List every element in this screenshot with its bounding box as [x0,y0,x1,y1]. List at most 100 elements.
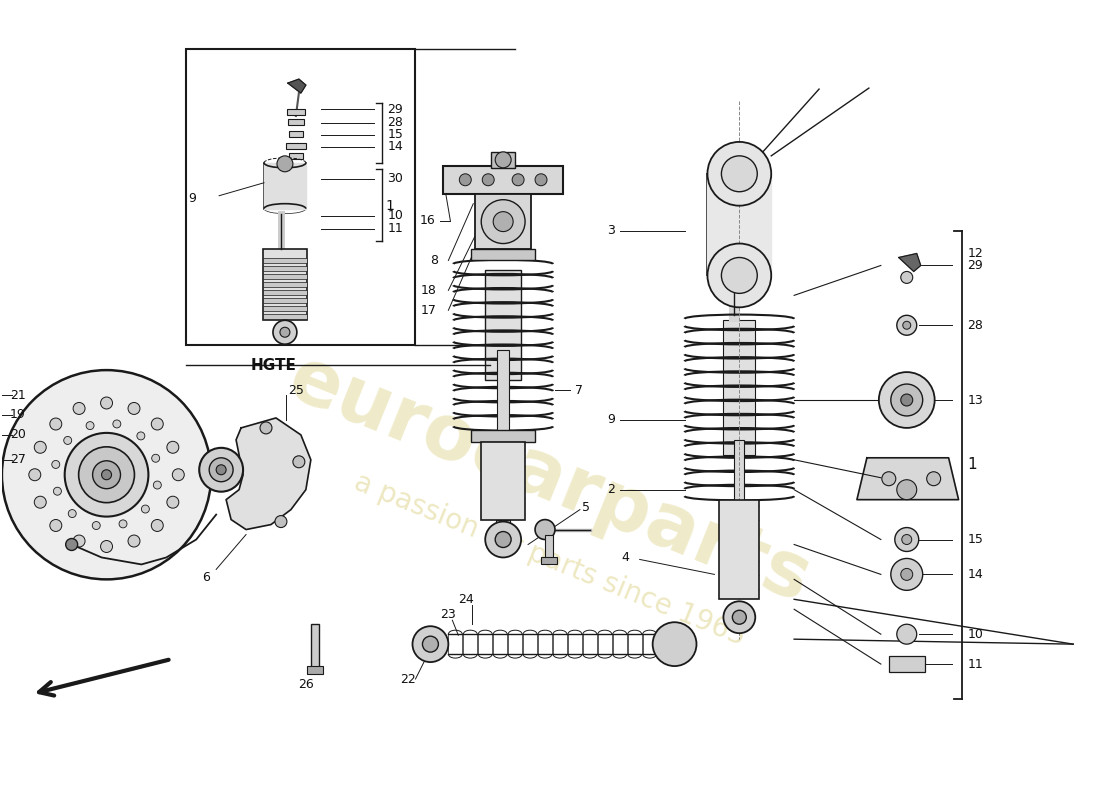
Circle shape [412,626,449,662]
Bar [597,634,612,654]
Bar [287,109,305,115]
Bar [553,634,566,654]
Circle shape [199,448,243,492]
Bar [286,143,306,149]
Polygon shape [288,79,306,93]
Circle shape [34,496,46,508]
Polygon shape [899,254,921,271]
Circle shape [217,465,227,474]
Circle shape [293,456,305,468]
Circle shape [279,327,290,338]
Circle shape [167,442,179,454]
Circle shape [52,461,59,469]
Bar [497,350,509,450]
Text: 9: 9 [607,414,615,426]
Bar [583,634,597,654]
Circle shape [722,156,757,192]
Circle shape [167,496,179,508]
Bar [463,634,477,654]
Text: 10: 10 [968,628,983,641]
Circle shape [495,152,512,168]
Text: 6: 6 [202,571,210,584]
Circle shape [113,420,121,428]
Circle shape [724,602,756,633]
Text: 15: 15 [387,129,404,142]
Circle shape [901,394,913,406]
Circle shape [903,322,911,330]
Circle shape [92,522,100,530]
Bar [263,258,307,263]
Circle shape [54,487,62,495]
Circle shape [173,469,185,481]
Circle shape [50,519,62,531]
Bar [493,634,507,654]
Circle shape [891,558,923,590]
Circle shape [29,469,41,481]
Text: 26: 26 [298,678,314,690]
Text: 16: 16 [419,214,436,227]
Text: 18: 18 [420,284,437,297]
Circle shape [513,174,524,186]
Circle shape [482,174,494,186]
Text: 9: 9 [188,192,196,206]
Polygon shape [857,458,958,500]
Bar [735,440,745,519]
Circle shape [100,397,112,409]
Circle shape [896,480,916,500]
Circle shape [460,174,471,186]
Text: 24: 24 [459,593,474,606]
Circle shape [493,212,513,231]
Circle shape [66,538,78,550]
Text: 23: 23 [440,608,456,621]
Text: 3: 3 [607,224,615,237]
Circle shape [926,472,940,486]
Text: 22: 22 [400,673,416,686]
Polygon shape [264,163,306,209]
Circle shape [64,437,72,445]
Bar [263,266,307,271]
Bar [443,166,563,194]
Bar [263,298,307,303]
Circle shape [896,624,916,644]
Bar [289,153,302,159]
Circle shape [2,370,211,579]
Bar [307,666,322,674]
Bar [496,519,510,539]
Circle shape [722,258,757,294]
Circle shape [535,519,556,539]
Circle shape [209,458,233,482]
Circle shape [86,422,95,430]
Bar [724,320,756,455]
Circle shape [152,454,160,462]
Bar [289,131,302,137]
Text: 14: 14 [387,140,404,154]
Bar [538,634,552,654]
Bar [263,290,307,295]
Circle shape [73,402,85,414]
Text: 4: 4 [621,551,629,564]
Text: 1: 1 [968,458,977,472]
Text: 15: 15 [968,533,983,546]
Text: 13: 13 [968,394,983,406]
Bar [471,430,535,442]
Circle shape [495,531,512,547]
Text: 28: 28 [387,117,404,130]
Bar [568,634,582,654]
Bar [541,558,557,565]
Text: a passion for parts since 1965: a passion for parts since 1965 [350,468,750,651]
Bar [889,656,925,672]
Text: 2: 2 [607,483,615,496]
Text: 25: 25 [288,383,304,397]
Circle shape [879,372,935,428]
Bar [544,534,553,559]
Circle shape [902,534,912,545]
Polygon shape [227,418,311,530]
Circle shape [901,569,913,580]
Circle shape [73,535,85,547]
Circle shape [92,461,121,489]
Circle shape [275,515,287,527]
Text: 14: 14 [968,568,983,581]
Bar [478,634,492,654]
Circle shape [119,520,126,528]
Text: 29: 29 [968,259,983,272]
